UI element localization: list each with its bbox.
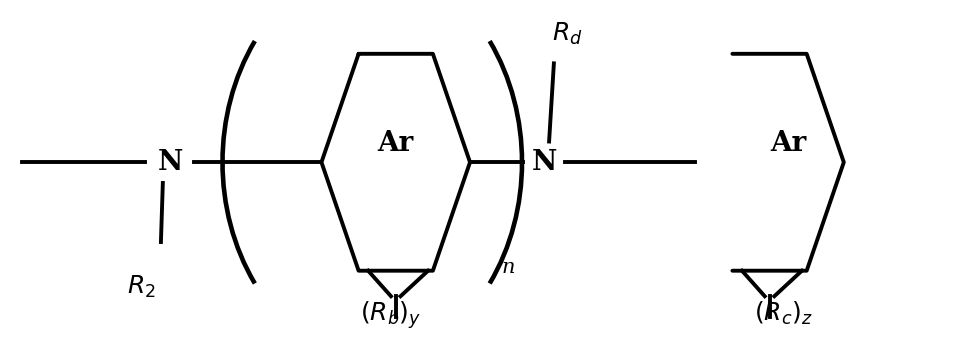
Text: $(R_b)_y$: $(R_b)_y$ bbox=[361, 299, 421, 331]
Text: Ar: Ar bbox=[770, 129, 807, 156]
Text: Ar: Ar bbox=[378, 129, 414, 156]
Text: n: n bbox=[501, 258, 515, 277]
Text: $R_2$: $R_2$ bbox=[127, 274, 156, 300]
Text: N: N bbox=[158, 149, 183, 176]
Text: $(R_c)_z$: $(R_c)_z$ bbox=[755, 299, 814, 327]
Text: $R_d$: $R_d$ bbox=[552, 21, 582, 47]
Text: N: N bbox=[531, 149, 557, 176]
